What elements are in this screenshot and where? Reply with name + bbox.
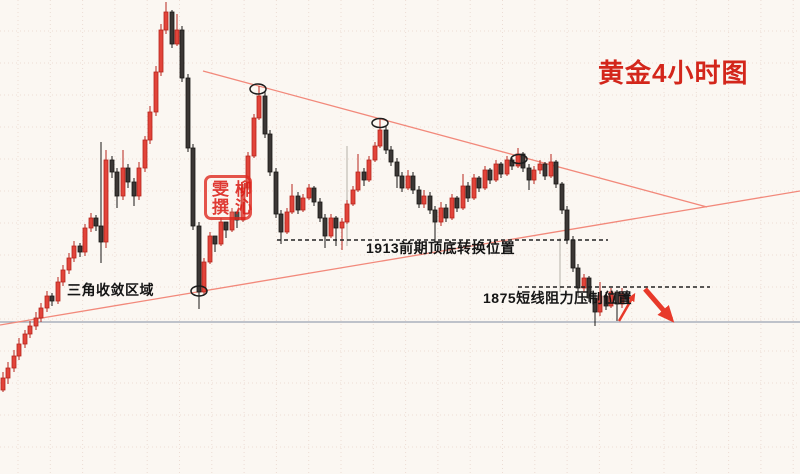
seal-right-column: 柳沁 bbox=[231, 179, 251, 216]
chart-title: 黄金4小时图 bbox=[598, 58, 749, 88]
bounce-up-arrow bbox=[617, 292, 636, 322]
seal-left-column: 雯撰 bbox=[208, 179, 228, 216]
annotation-1913-top-bottom-flip-level: 1913前期顶底转换位置 bbox=[366, 240, 516, 256]
projected-drop-arrow bbox=[643, 287, 675, 323]
trendline-descending-resistance bbox=[202, 70, 708, 208]
author-seal-stamp: 雯撰 柳沁 bbox=[204, 175, 252, 220]
trendline-ascending-support bbox=[0, 190, 800, 326]
annotation-1875-resistance-level: 1875短线阻力压制位置 bbox=[483, 290, 633, 306]
annotation-triangle-convergence-zone: 三角收敛区域 bbox=[67, 282, 154, 298]
